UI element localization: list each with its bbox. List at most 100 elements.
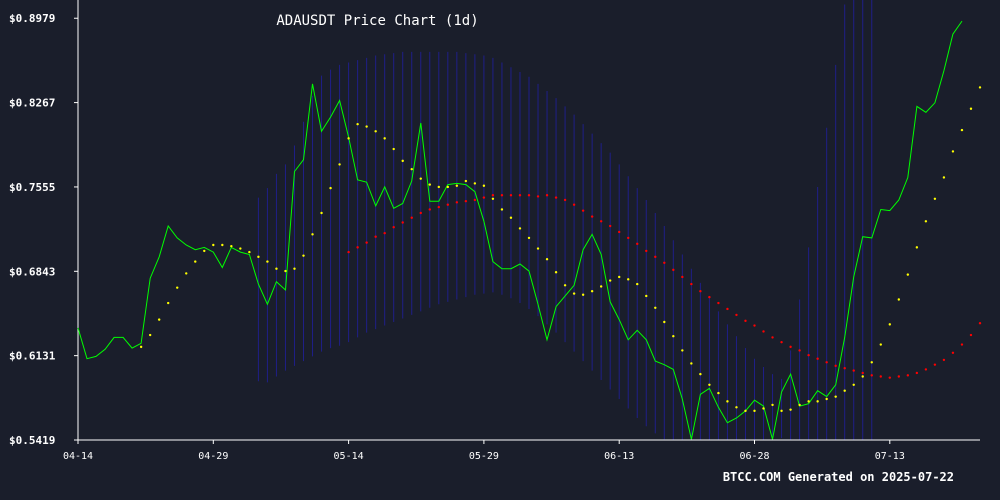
sma-short-point — [185, 272, 188, 275]
sma-long-point — [419, 211, 422, 215]
sma-short-point — [338, 163, 341, 166]
sma-short-point — [663, 320, 666, 324]
sma-long-point — [392, 226, 395, 229]
sma-long-point — [347, 250, 350, 254]
y-tick-label: $0.6131 — [9, 350, 56, 363]
sma-short-point — [500, 208, 504, 211]
sma-long-point — [608, 224, 612, 228]
sma-long-point — [933, 363, 937, 366]
sma-short-point — [329, 186, 332, 190]
sma-long-point — [798, 349, 801, 352]
sma-long-point — [545, 194, 549, 197]
sma-short-point — [302, 254, 305, 257]
sma-long-point — [978, 321, 982, 325]
sma-long-point — [654, 255, 657, 259]
sma-long-point — [699, 290, 702, 293]
sma-long-point — [672, 268, 675, 272]
sma-long-point — [636, 242, 639, 246]
sma-long-point — [374, 235, 377, 238]
sma-short-point — [293, 267, 296, 270]
sma-short-point — [203, 249, 206, 253]
sma-long-point — [942, 358, 946, 362]
sma-short-point — [681, 349, 684, 352]
sma-long-point — [437, 205, 440, 209]
sma-long-point — [401, 221, 404, 224]
y-tick-label: $0.8267 — [9, 97, 55, 110]
sma-long-point — [473, 198, 477, 202]
sma-short-point — [870, 361, 873, 364]
sma-short-point — [239, 247, 242, 250]
sma-long-point — [771, 336, 774, 339]
sma-short-point — [139, 345, 143, 349]
sma-long-point — [780, 340, 783, 344]
sma-short-point — [392, 147, 395, 151]
sma-short-point — [365, 125, 368, 128]
sma-short-point — [960, 128, 964, 132]
sma-long-point — [924, 368, 928, 371]
sma-short-point — [933, 197, 937, 200]
sma-short-point — [834, 395, 837, 398]
sma-short-point — [554, 271, 558, 274]
sma-short-point — [311, 233, 314, 236]
sma-short-point — [789, 408, 792, 411]
sma-short-point — [194, 260, 197, 263]
sma-short-point — [599, 285, 603, 288]
sma-short-point — [708, 383, 711, 386]
sma-long-point — [789, 345, 792, 349]
sma-long-point — [581, 209, 585, 212]
sma-short-point — [780, 409, 783, 413]
sma-long-point — [482, 196, 486, 199]
sma-long-point — [726, 307, 729, 311]
sma-short-point — [572, 292, 576, 295]
sma-short-point — [744, 409, 747, 413]
sma-long-point — [681, 275, 684, 279]
sma-short-point — [771, 403, 774, 407]
sma-long-point — [888, 376, 891, 379]
x-tick-label: 05-14 — [334, 451, 364, 462]
sma-long-point — [500, 194, 504, 197]
sma-long-point — [590, 215, 594, 218]
sma-long-point — [627, 236, 630, 240]
sma-short-point — [861, 375, 864, 378]
sma-long-point — [816, 357, 819, 360]
sma-short-point — [906, 273, 910, 276]
sma-short-point — [320, 211, 323, 215]
chart-axes — [77, 0, 980, 441]
sma-long-point — [491, 194, 495, 197]
sma-short-point — [762, 407, 765, 410]
sma-short-point — [897, 298, 901, 301]
sma-short-point — [645, 294, 648, 298]
sma-short-point — [536, 247, 540, 250]
sma-long-point — [951, 351, 955, 355]
sma-short-point — [942, 176, 946, 179]
sma-long-point — [464, 199, 468, 203]
sma-short-point — [545, 258, 549, 261]
sma-short-series — [139, 86, 982, 413]
sma-short-point — [464, 179, 468, 183]
sma-long-point — [536, 195, 540, 198]
sma-short-point — [230, 244, 233, 248]
chart-footer: BTCC.COM Generated on 2025-07-22 — [722, 470, 954, 484]
sma-long-point — [563, 198, 567, 202]
sma-short-point — [590, 290, 594, 293]
sma-long-point — [852, 369, 855, 372]
sma-short-point — [176, 286, 179, 289]
sma-short-point — [807, 400, 810, 403]
sma-long-point — [807, 353, 810, 357]
sma-long-point — [618, 230, 621, 234]
sma-short-point — [654, 306, 657, 309]
sma-short-point — [257, 255, 260, 259]
sma-long-point — [735, 313, 738, 317]
price-line — [77, 20, 963, 440]
sma-short-point — [527, 236, 531, 240]
sma-long-point — [708, 295, 711, 299]
x-tick-label: 05-29 — [469, 451, 499, 462]
sma-short-point — [509, 216, 513, 219]
sma-long-point — [915, 371, 919, 375]
y-axis-ticks: $0.5419 $0.6131 $0.6843 $0.7555 $0.8267 $0.89… — [9, 12, 78, 447]
sma-short-point — [482, 184, 486, 187]
sma-long-point — [879, 375, 882, 378]
sma-short-point — [157, 318, 161, 321]
sma-short-point — [446, 185, 450, 189]
sma-short-point — [419, 177, 422, 180]
